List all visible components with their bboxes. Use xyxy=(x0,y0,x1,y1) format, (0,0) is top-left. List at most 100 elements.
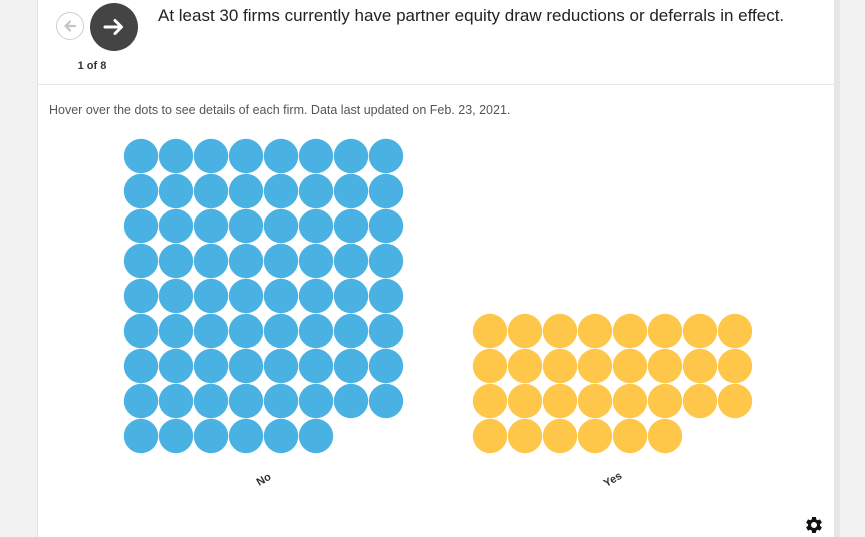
dot-no[interactable] xyxy=(158,208,194,244)
dot-no[interactable] xyxy=(158,313,194,349)
dot-yes[interactable] xyxy=(612,313,648,349)
dot-no[interactable] xyxy=(333,313,369,349)
dot-no[interactable] xyxy=(368,173,404,209)
dot-no[interactable] xyxy=(193,278,229,314)
dot-no[interactable] xyxy=(123,138,159,174)
dot-no[interactable] xyxy=(158,418,194,454)
dot-no[interactable] xyxy=(123,313,159,349)
dot-no[interactable] xyxy=(333,138,369,174)
dot-no[interactable] xyxy=(333,348,369,384)
dot-yes[interactable] xyxy=(542,418,578,454)
dot-yes[interactable] xyxy=(507,383,543,419)
dot-yes[interactable] xyxy=(507,313,543,349)
dot-no[interactable] xyxy=(298,278,334,314)
dot-no[interactable] xyxy=(263,138,299,174)
dot-yes[interactable] xyxy=(577,313,613,349)
dot-no[interactable] xyxy=(123,173,159,209)
dot-no[interactable] xyxy=(228,173,264,209)
dot-no[interactable] xyxy=(228,383,264,419)
dot-no[interactable] xyxy=(123,418,159,454)
gear-icon[interactable] xyxy=(804,515,824,535)
dot-no[interactable] xyxy=(193,208,229,244)
dot-no[interactable] xyxy=(228,313,264,349)
dot-no[interactable] xyxy=(228,243,264,279)
dot-no[interactable] xyxy=(298,138,334,174)
dot-no[interactable] xyxy=(263,383,299,419)
dot-no[interactable] xyxy=(193,173,229,209)
dot-no[interactable] xyxy=(333,278,369,314)
dot-no[interactable] xyxy=(368,138,404,174)
dot-no[interactable] xyxy=(158,348,194,384)
dot-yes[interactable] xyxy=(542,313,578,349)
dot-yes[interactable] xyxy=(612,418,648,454)
dot-yes[interactable] xyxy=(577,383,613,419)
dot-yes[interactable] xyxy=(612,348,648,384)
dot-no[interactable] xyxy=(263,348,299,384)
dot-no[interactable] xyxy=(263,313,299,349)
dot-no[interactable] xyxy=(298,173,334,209)
dot-no[interactable] xyxy=(298,418,334,454)
dot-yes[interactable] xyxy=(472,383,508,419)
dot-no[interactable] xyxy=(228,278,264,314)
dot-yes[interactable] xyxy=(472,348,508,384)
dot-yes[interactable] xyxy=(472,313,508,349)
dot-yes[interactable] xyxy=(647,418,683,454)
dot-no[interactable] xyxy=(333,208,369,244)
dot-yes[interactable] xyxy=(507,418,543,454)
dot-no[interactable] xyxy=(368,278,404,314)
dot-yes[interactable] xyxy=(717,383,753,419)
dot-no[interactable] xyxy=(298,313,334,349)
dot-no[interactable] xyxy=(368,313,404,349)
dot-no[interactable] xyxy=(193,418,229,454)
dot-no[interactable] xyxy=(193,243,229,279)
dot-no[interactable] xyxy=(158,278,194,314)
dot-no[interactable] xyxy=(263,208,299,244)
dot-no[interactable] xyxy=(193,313,229,349)
dot-yes[interactable] xyxy=(612,383,648,419)
dot-no[interactable] xyxy=(368,348,404,384)
dot-no[interactable] xyxy=(123,348,159,384)
dot-no[interactable] xyxy=(228,138,264,174)
dot-no[interactable] xyxy=(333,173,369,209)
dot-yes[interactable] xyxy=(682,313,718,349)
dot-yes[interactable] xyxy=(647,313,683,349)
dot-no[interactable] xyxy=(263,418,299,454)
dot-no[interactable] xyxy=(158,173,194,209)
dot-yes[interactable] xyxy=(577,418,613,454)
dot-no[interactable] xyxy=(298,208,334,244)
dot-no[interactable] xyxy=(193,383,229,419)
dot-no[interactable] xyxy=(228,348,264,384)
dot-no[interactable] xyxy=(298,383,334,419)
dot-no[interactable] xyxy=(263,173,299,209)
dot-no[interactable] xyxy=(158,138,194,174)
dot-no[interactable] xyxy=(193,348,229,384)
dot-yes[interactable] xyxy=(717,313,753,349)
dot-no[interactable] xyxy=(368,243,404,279)
dot-no[interactable] xyxy=(368,383,404,419)
dot-no[interactable] xyxy=(123,278,159,314)
dot-no[interactable] xyxy=(228,418,264,454)
dot-no[interactable] xyxy=(298,243,334,279)
next-slide-button[interactable] xyxy=(90,3,138,51)
dot-no[interactable] xyxy=(263,243,299,279)
dot-no[interactable] xyxy=(228,208,264,244)
dot-no[interactable] xyxy=(333,243,369,279)
dot-yes[interactable] xyxy=(647,348,683,384)
dot-no[interactable] xyxy=(298,348,334,384)
previous-slide-button[interactable] xyxy=(56,12,84,40)
dot-no[interactable] xyxy=(123,208,159,244)
dot-yes[interactable] xyxy=(717,348,753,384)
dot-no[interactable] xyxy=(123,383,159,419)
dot-no[interactable] xyxy=(263,278,299,314)
dot-yes[interactable] xyxy=(682,348,718,384)
dot-yes[interactable] xyxy=(542,383,578,419)
dot-no[interactable] xyxy=(158,383,194,419)
dot-yes[interactable] xyxy=(647,383,683,419)
dot-yes[interactable] xyxy=(507,348,543,384)
dot-yes[interactable] xyxy=(472,418,508,454)
dot-no[interactable] xyxy=(123,243,159,279)
dot-no[interactable] xyxy=(368,208,404,244)
dot-yes[interactable] xyxy=(577,348,613,384)
dot-yes[interactable] xyxy=(682,383,718,419)
dot-no[interactable] xyxy=(333,383,369,419)
